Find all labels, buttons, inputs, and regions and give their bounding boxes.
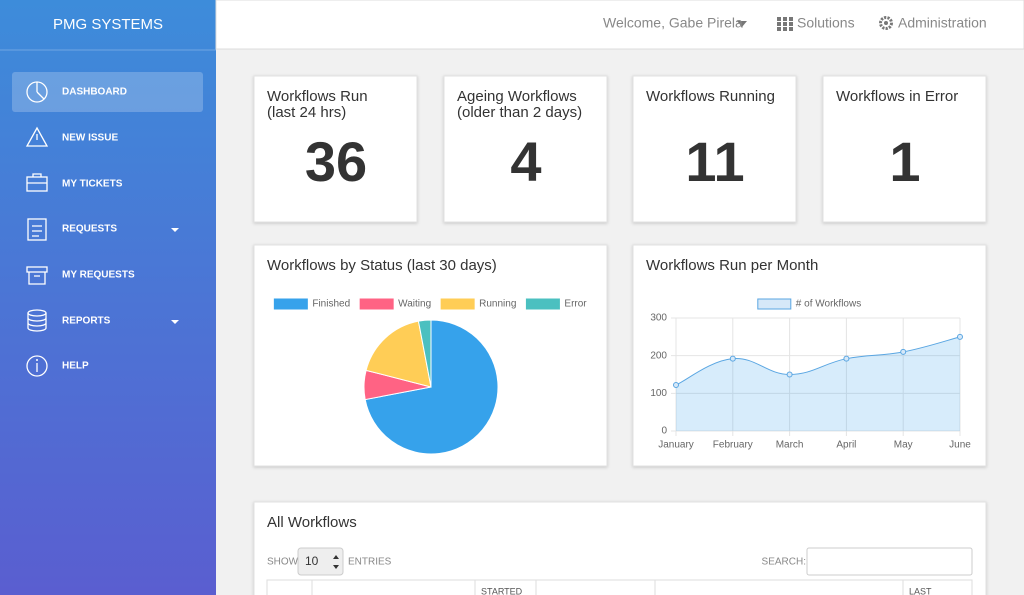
top-link[interactable]: Administration <box>898 15 987 31</box>
legend: Finished Waiting Running Error <box>273 298 587 310</box>
active-nav-highlight <box>12 72 203 112</box>
line-point <box>843 355 850 362</box>
icon-requests-lines <box>32 225 42 237</box>
stat-card <box>632 75 797 223</box>
nav-item[interactable]: REPORTS <box>62 316 111 327</box>
legend-label: Error <box>564 299 587 310</box>
pie-slice <box>364 319 499 455</box>
icon-requests <box>27 218 47 241</box>
user-menu[interactable]: Welcome, Gabe Pirela <box>603 15 743 31</box>
select-arrows <box>333 555 339 569</box>
nav-item[interactable]: DASHBOARD <box>62 87 127 98</box>
y-tick-label: 0 <box>661 426 667 437</box>
icon-tickets <box>26 176 48 192</box>
nav-item[interactable]: MY TICKETS <box>62 179 123 190</box>
stat-value: 4 <box>510 130 541 193</box>
legend-label: Waiting <box>398 299 431 310</box>
y-tick-label: 200 <box>650 350 667 361</box>
pie-slice <box>417 319 432 388</box>
legend-label: Finished <box>312 299 350 310</box>
icon-help <box>26 355 48 377</box>
icon-help-dot <box>36 359 38 361</box>
line-point <box>673 382 679 389</box>
stat-value: 11 <box>685 130 744 193</box>
stat-title: Workflows Running <box>646 88 775 105</box>
length-label: ENTRIES <box>348 557 392 568</box>
chart-title: Workflows by Status (last 30 days) <box>267 257 497 274</box>
chart-title: Workflows Run per Month <box>646 257 818 274</box>
icon-dashboard-hand <box>36 82 45 100</box>
icon-my-requests <box>26 266 48 273</box>
legend-label: Running <box>479 299 516 310</box>
legend-swatch <box>359 298 394 310</box>
stat-title: (last 24 hrs) <box>267 104 346 121</box>
x-tick-label: February <box>713 440 753 451</box>
stat-card <box>822 75 987 223</box>
y-tick-label: 300 <box>650 313 667 324</box>
table-title: All Workflows <box>267 514 357 531</box>
topbar <box>215 0 1024 50</box>
x-tick-label: March <box>776 440 804 451</box>
nav-item[interactable]: NEW ISSUE <box>62 133 118 144</box>
top-link[interactable]: Solutions <box>797 15 855 31</box>
solutions-icon <box>777 17 793 31</box>
user-caret[interactable] <box>737 21 747 27</box>
search-input[interactable] <box>806 547 973 576</box>
line-point <box>957 333 963 340</box>
length-value: 10 <box>305 554 319 568</box>
column-header[interactable]: LAST <box>909 586 932 595</box>
legend: # of Workflows <box>757 298 861 310</box>
icon-my-requests-box <box>28 272 46 285</box>
nav-item[interactable]: REQUESTS <box>62 224 117 235</box>
table-header <box>266 579 973 595</box>
stat-value: 36 <box>305 130 367 193</box>
x-tick-label: June <box>949 440 971 451</box>
x-tick-label: April <box>836 440 856 451</box>
length-select[interactable] <box>297 547 344 576</box>
brand: PMG SYSTEMS <box>53 16 163 33</box>
search-label: SEARCH: <box>762 557 806 568</box>
x-tick-label: January <box>658 440 694 451</box>
icon-reports-stack <box>27 313 47 332</box>
legend-swatch <box>440 298 475 310</box>
stat-title: Ageing Workflows <box>457 88 577 105</box>
x-tick-label: May <box>894 440 913 451</box>
nav-icons <box>25 81 49 377</box>
stat-title: (older than 2 days) <box>457 104 582 121</box>
stat-value: 1 <box>889 130 920 193</box>
nav-item[interactable]: HELP <box>62 361 89 372</box>
stat-title: Workflows in Error <box>836 88 958 105</box>
pie-slice <box>365 320 432 388</box>
line-point <box>786 371 793 378</box>
legend-swatch <box>525 298 560 310</box>
y-tick-label: 100 <box>650 388 667 399</box>
column-header[interactable]: STARTED <box>481 586 523 595</box>
stat-title: Workflows Run <box>267 88 368 105</box>
icon-tickets-handle <box>27 173 47 184</box>
admin-gear-icon <box>879 16 893 30</box>
length-label: SHOW <box>267 557 299 568</box>
line-point <box>729 355 736 362</box>
admin-gear-hub <box>884 21 888 25</box>
legend-swatch <box>757 298 792 310</box>
line-point <box>900 348 907 355</box>
icon-new-issue <box>25 126 49 147</box>
legend-label: # of Workflows <box>796 299 861 310</box>
sidebar <box>0 0 216 595</box>
stat-card <box>443 75 608 223</box>
legend-swatch <box>273 298 308 310</box>
stat-card <box>253 75 418 223</box>
nav-item[interactable]: MY REQUESTS <box>62 270 135 281</box>
